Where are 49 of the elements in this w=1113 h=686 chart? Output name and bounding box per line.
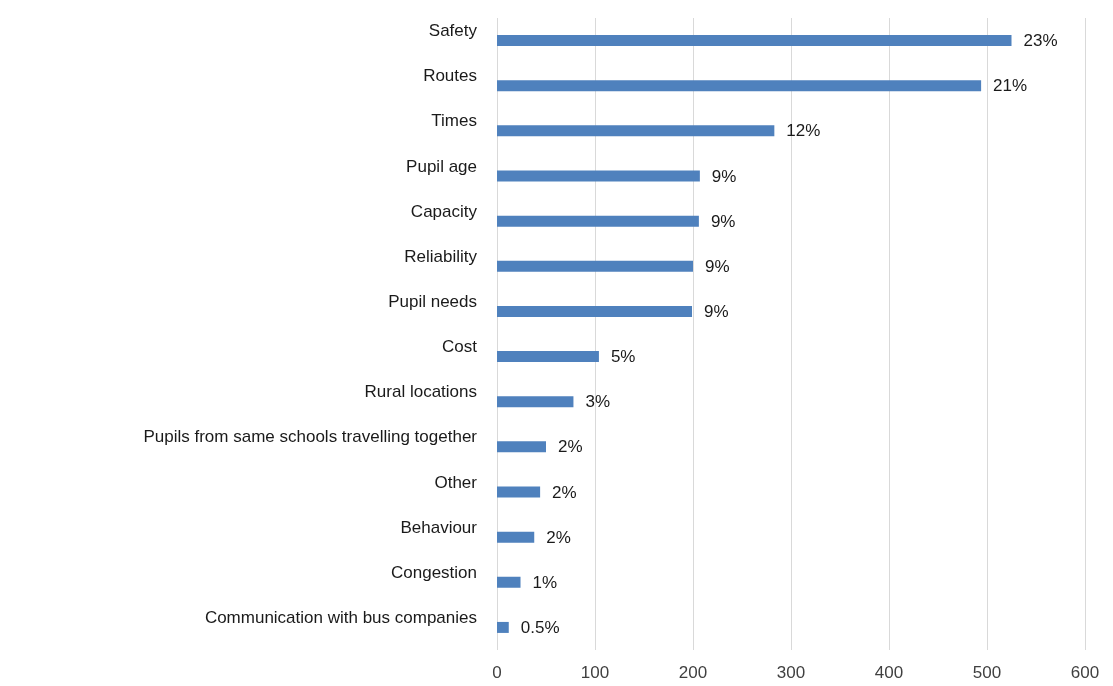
bar (497, 351, 599, 363)
annotation: 23% (1023, 31, 1058, 51)
y-tick-label: Pupils from same schools travelling together (143, 427, 478, 447)
y-tick-label: Pupil needs (388, 291, 477, 311)
bar (497, 486, 541, 498)
bar (497, 125, 775, 137)
bar (497, 35, 1012, 47)
y-tick-label: Capacity (410, 201, 478, 221)
x-tick-label: 200 (678, 663, 708, 682)
bar (497, 215, 699, 227)
y-tick-label: Behaviour (400, 517, 478, 537)
annotation: 9% (704, 301, 729, 321)
bar (497, 441, 546, 453)
x-tick-label: 600 (1070, 663, 1100, 682)
bar (497, 396, 574, 408)
bar (497, 80, 982, 92)
bar (497, 576, 521, 588)
bar (497, 531, 535, 543)
y-tick-label: Congestion (390, 562, 477, 582)
annotation: 2% (552, 482, 577, 502)
bar (497, 260, 693, 272)
y-tick-label: Other (434, 472, 478, 492)
annotation: 0.5% (520, 617, 560, 637)
bar (497, 305, 693, 317)
annotation: 9% (711, 166, 737, 186)
x-tick-label: 100 (580, 663, 610, 682)
x-tick-label: 300 (776, 663, 806, 682)
annotation: 1% (532, 572, 558, 592)
annotation: 9% (705, 256, 730, 276)
annotation: 12% (786, 121, 821, 141)
x-tick-label: 0 (492, 663, 502, 682)
annotation: 2% (546, 527, 571, 547)
annotation: 3% (585, 392, 611, 412)
y-tick-label: Rural locations (364, 382, 477, 402)
annotation: 2% (558, 437, 583, 457)
annotation: 5% (610, 347, 636, 367)
annotation: 21% (993, 76, 1028, 96)
y-tick-label: Reliability (404, 246, 478, 266)
y-tick-label: Times (431, 111, 477, 131)
bar (497, 170, 700, 182)
y-tick-label: Safety (428, 21, 478, 41)
x-tick-label: 400 (874, 663, 904, 682)
x-tick-label: 500 (972, 663, 1002, 682)
bar (497, 621, 509, 633)
y-tick-label: Routes (423, 66, 477, 86)
annotation: 9% (710, 211, 736, 231)
y-tick-label: Communication with bus companies (204, 607, 477, 627)
y-tick-label: Pupil age (406, 156, 477, 176)
y-tick-label: Cost (442, 337, 478, 357)
